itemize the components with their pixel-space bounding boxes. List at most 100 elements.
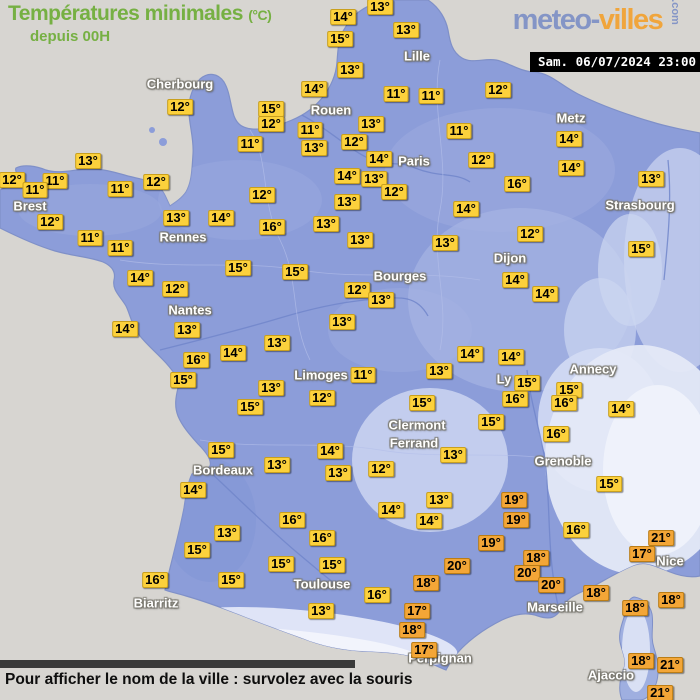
temp-label[interactable]: 15°	[282, 264, 308, 280]
temp-label[interactable]: 12°	[344, 282, 370, 298]
temp-label[interactable]: 16°	[259, 219, 285, 235]
temp-label[interactable]: 13°	[313, 216, 339, 232]
temp-label[interactable]: 15°	[268, 556, 294, 572]
temp-label[interactable]: 13°	[361, 171, 387, 187]
temp-label[interactable]: 13°	[337, 62, 363, 78]
temp-label[interactable]: 14°	[558, 160, 584, 176]
temp-label[interactable]: 18°	[399, 622, 425, 638]
temp-label[interactable]: 16°	[543, 426, 569, 442]
temp-label[interactable]: 13°	[347, 232, 373, 248]
temp-label[interactable]: 12°	[368, 461, 394, 477]
temp-label[interactable]: 19°	[503, 512, 529, 528]
temp-label[interactable]: 18°	[622, 600, 648, 616]
temp-label[interactable]: 13°	[329, 314, 355, 330]
temp-label[interactable]: 11°	[297, 122, 323, 138]
temp-label[interactable]: 15°	[478, 414, 504, 430]
temp-label[interactable]: 11°	[237, 136, 263, 152]
temp-label[interactable]: 15°	[184, 542, 210, 558]
temp-label[interactable]: 14°	[220, 345, 246, 361]
temp-label[interactable]: 15°	[208, 442, 234, 458]
temp-label[interactable]: 15°	[596, 476, 622, 492]
temp-label[interactable]: 12°	[485, 82, 511, 98]
temp-label[interactable]: 17°	[411, 642, 437, 658]
temp-label[interactable]: 15°	[237, 399, 263, 415]
temp-label[interactable]: 11°	[446, 123, 472, 139]
temp-label[interactable]: 16°	[504, 176, 530, 192]
temp-label[interactable]: 19°	[478, 535, 504, 551]
temp-label[interactable]: 14°	[127, 270, 153, 286]
temp-label[interactable]: 11°	[107, 240, 133, 256]
temp-label[interactable]: 13°	[426, 492, 452, 508]
temp-label[interactable]: 13°	[325, 465, 351, 481]
temp-label[interactable]: 18°	[413, 575, 439, 591]
temp-label[interactable]: 12°	[162, 281, 188, 297]
temp-label[interactable]: 13°	[334, 194, 360, 210]
temp-label[interactable]: 11°	[383, 86, 409, 102]
temp-label[interactable]: 13°	[308, 603, 334, 619]
temp-label[interactable]: 12°	[249, 187, 275, 203]
temp-label[interactable]: 12°	[258, 116, 284, 132]
temp-label[interactable]: 16°	[142, 572, 168, 588]
temp-label[interactable]: 15°	[628, 241, 654, 257]
temp-label[interactable]: 12°	[143, 174, 169, 190]
temp-label[interactable]: 14°	[453, 201, 479, 217]
temp-label[interactable]: 13°	[368, 292, 394, 308]
temp-label[interactable]: 11°	[418, 88, 444, 104]
temp-label[interactable]: 15°	[327, 31, 353, 47]
temp-label[interactable]: 14°	[112, 321, 138, 337]
temp-label[interactable]: 14°	[366, 151, 392, 167]
temp-label[interactable]: 18°	[628, 653, 654, 669]
temp-label[interactable]: 14°	[317, 443, 343, 459]
temp-label[interactable]: 21°	[657, 657, 683, 673]
temp-label[interactable]: 14°	[498, 349, 524, 365]
temp-label[interactable]: 13°	[258, 380, 284, 396]
temp-label[interactable]: 15°	[319, 557, 345, 573]
temp-label[interactable]: 13°	[75, 153, 101, 169]
temp-label[interactable]: 14°	[502, 272, 528, 288]
temp-label[interactable]: 13°	[432, 235, 458, 251]
temp-label[interactable]: 15°	[170, 372, 196, 388]
temp-label[interactable]: 14°	[378, 502, 404, 518]
temp-label[interactable]: 12°	[37, 214, 63, 230]
temp-label[interactable]: 16°	[183, 352, 209, 368]
temp-label[interactable]: 13°	[426, 363, 452, 379]
temp-label[interactable]: 12°	[517, 226, 543, 242]
temp-label[interactable]: 14°	[457, 346, 483, 362]
temp-label[interactable]: 13°	[214, 525, 240, 541]
temp-label[interactable]: 13°	[264, 335, 290, 351]
temp-label[interactable]: 13°	[440, 447, 466, 463]
temp-label[interactable]: 20°	[538, 577, 564, 593]
temp-label[interactable]: 16°	[364, 587, 390, 603]
temp-label[interactable]: 20°	[514, 565, 540, 581]
temp-label[interactable]: 13°	[264, 457, 290, 473]
temp-label[interactable]: 13°	[301, 140, 327, 156]
temp-label[interactable]: 18°	[658, 592, 684, 608]
temp-label[interactable]: 21°	[648, 530, 674, 546]
temp-label[interactable]: 13°	[163, 210, 189, 226]
temp-label[interactable]: 13°	[638, 171, 664, 187]
temp-label[interactable]: 14°	[416, 513, 442, 529]
temp-label[interactable]: 21°	[647, 685, 673, 700]
temp-label[interactable]: 12°	[309, 390, 335, 406]
temp-label[interactable]: 20°	[444, 558, 470, 574]
temp-label[interactable]: 18°	[523, 550, 549, 566]
temp-label[interactable]: 16°	[563, 522, 589, 538]
temp-label[interactable]: 19°	[501, 492, 527, 508]
temp-label[interactable]: 14°	[556, 131, 582, 147]
temp-label[interactable]: 14°	[301, 81, 327, 97]
temp-label[interactable]: 18°	[583, 585, 609, 601]
temp-label[interactable]: 15°	[258, 101, 284, 117]
temp-label[interactable]: 13°	[393, 22, 419, 38]
temp-label[interactable]: 15°	[514, 375, 540, 391]
temp-label[interactable]: 12°	[0, 172, 25, 188]
temp-label[interactable]: 11°	[22, 182, 48, 198]
temp-label[interactable]: 14°	[330, 9, 356, 25]
temp-label[interactable]: 15°	[218, 572, 244, 588]
temp-label[interactable]: 16°	[279, 512, 305, 528]
temp-label[interactable]: 14°	[608, 401, 634, 417]
temp-label[interactable]: 15°	[409, 395, 435, 411]
temp-label[interactable]: 15°	[225, 260, 251, 276]
temp-label[interactable]: 11°	[107, 181, 133, 197]
temp-label[interactable]: 16°	[309, 530, 335, 546]
temp-label[interactable]: 13°	[358, 116, 384, 132]
